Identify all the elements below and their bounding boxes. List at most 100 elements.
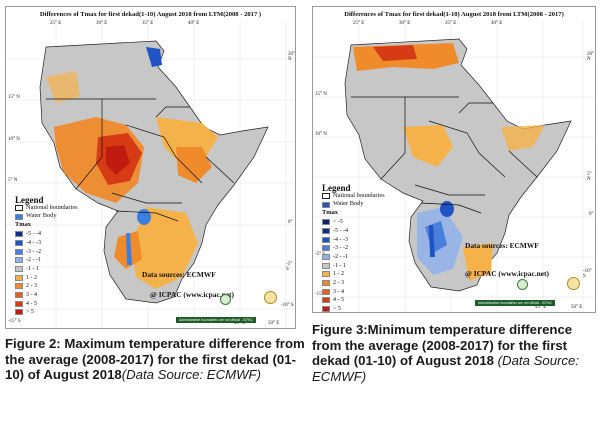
icpac-logo-icon bbox=[567, 277, 580, 290]
lon-label: 30° E bbox=[96, 21, 108, 26]
igad-logo-icon bbox=[517, 279, 528, 290]
legend-water-body: Water Body bbox=[322, 200, 385, 208]
caption-bold: Figure 2: Maximum temperature difference… bbox=[5, 336, 305, 383]
lat-label: 5° N bbox=[8, 178, 18, 183]
lon-label: 35° E bbox=[142, 21, 154, 26]
legend-class: 1 - 2 bbox=[322, 270, 385, 279]
legend-class: -2 - -1 bbox=[322, 253, 385, 262]
legend-swatch bbox=[322, 219, 330, 226]
legend-class-label: 1 - 2 bbox=[333, 271, 344, 278]
icpac-logo-icon bbox=[264, 291, 277, 304]
legend-swatch bbox=[322, 297, 330, 304]
legend-class-label: 3 - 4 bbox=[26, 291, 37, 298]
lon-label: 25° E bbox=[353, 21, 365, 26]
lat-label: 10° N bbox=[315, 132, 327, 137]
figure-2-caption: Figure 2: Maximum temperature difference… bbox=[5, 336, 305, 383]
legend-class-label: 2 - 3 bbox=[26, 283, 37, 290]
legend-class: -5 - -4 bbox=[322, 227, 385, 236]
legend-class: 4 - 5 bbox=[15, 299, 78, 308]
legend-swatch bbox=[15, 283, 23, 290]
data-source-label: Data sources: ECMWF bbox=[465, 241, 539, 250]
disclaimer-banner: Administrative boundaries are not offici… bbox=[176, 317, 257, 323]
legend-class-label: 4 - 5 bbox=[333, 297, 344, 304]
legend-swatch bbox=[322, 253, 330, 260]
legend-class: < -5 bbox=[322, 218, 385, 227]
legend-class-label: 4 - 5 bbox=[26, 300, 37, 307]
legend-swatch bbox=[322, 245, 330, 252]
legend-class: -1 - 1 bbox=[322, 261, 385, 270]
legend-class-label: -5 - -4 bbox=[26, 231, 41, 238]
figure-3-caption: Figure 3:Minimum temperature difference … bbox=[312, 322, 597, 384]
legend-class: -4 - -3 bbox=[322, 235, 385, 244]
anomaly-patch-mozambique bbox=[463, 243, 493, 281]
data-source-label: Data sources: ECMWF bbox=[142, 270, 216, 279]
credit-label: @ ICPAC (www.icpac.net) bbox=[465, 269, 549, 278]
lat-label: 5° N bbox=[587, 172, 592, 182]
lat-label: 15° N bbox=[315, 92, 327, 97]
legend-swatch bbox=[322, 271, 330, 278]
legend-swatch bbox=[322, 288, 330, 295]
water-swatch bbox=[15, 213, 23, 220]
legend-water-body: Water Body bbox=[15, 212, 78, 220]
lon-label: 50° E bbox=[268, 321, 280, 326]
legend-class-label: -1 - 1 bbox=[26, 265, 39, 272]
legend-swatch bbox=[15, 239, 23, 246]
lake-victoria bbox=[137, 209, 151, 225]
anomaly-patch-horn bbox=[501, 125, 545, 151]
legend-tmax-label: Tmax bbox=[15, 220, 31, 228]
lat-label: -15° S bbox=[8, 319, 21, 324]
tmin-difference-map bbox=[313, 21, 595, 312]
legend-swatch bbox=[15, 257, 23, 264]
lake-tanganyika bbox=[126, 233, 132, 265]
anomaly-patch-south-sudan bbox=[403, 125, 453, 167]
lon-label: 45° E bbox=[535, 305, 547, 310]
lat-label: -5° S bbox=[315, 252, 326, 257]
caption-source: (Data Source: ECMWF) bbox=[121, 367, 261, 383]
legend-class: 2 - 3 bbox=[322, 279, 385, 288]
legend-class-label: -3 - -2 bbox=[333, 245, 348, 252]
national-boundaries bbox=[46, 98, 235, 222]
map-panel-tmax: Differences of Tmax for first dekad(1-10… bbox=[5, 6, 296, 329]
legend-swatch bbox=[15, 300, 23, 307]
map-title: Differences of Tmax for first dekad(1-10… bbox=[39, 11, 262, 18]
legend-class: -3 - -2 bbox=[322, 244, 385, 253]
legend-swatch bbox=[322, 279, 330, 286]
lon-label: 50° E bbox=[571, 305, 583, 310]
legend-class: -4 - -3 bbox=[15, 239, 78, 248]
legend-class: -1 - 1 bbox=[15, 265, 78, 274]
lon-label: 40° E bbox=[188, 21, 200, 26]
water-swatch bbox=[322, 201, 330, 208]
legend-class-label: 1 - 2 bbox=[26, 274, 37, 281]
legend-class-label: -2 - -1 bbox=[333, 253, 348, 260]
legend-class-label: -5 - -4 bbox=[333, 227, 348, 234]
legend-class: -5 - -4 bbox=[15, 230, 78, 239]
legend-class-label: > 5 bbox=[333, 306, 341, 313]
tmax-difference-map bbox=[6, 21, 295, 328]
anomaly-patch-north-hot bbox=[373, 45, 417, 61]
legend-swatch bbox=[322, 227, 330, 234]
legend-class-label: < -5 bbox=[333, 219, 343, 226]
legend-boundaries: National boundaries bbox=[15, 204, 78, 212]
legend-class: 2 - 3 bbox=[15, 282, 78, 291]
caption-bold: Figure 3:Minimum temperature difference … bbox=[312, 322, 573, 369]
legend-class-label: -4 - -3 bbox=[26, 239, 41, 246]
lon-label: 25° E bbox=[50, 21, 62, 26]
legend-title: Legend bbox=[15, 195, 44, 205]
lat-label: 20° N bbox=[587, 52, 594, 62]
legend-swatch bbox=[15, 309, 23, 316]
legend-class: 1 - 2 bbox=[15, 273, 78, 282]
caption-source: (Data Source: ECMWF) bbox=[312, 353, 580, 384]
national-boundaries bbox=[351, 96, 538, 214]
legend-class: -3 - -2 bbox=[15, 247, 78, 256]
legend-class: > 5 bbox=[322, 305, 385, 313]
anomaly-patch-cool-north bbox=[146, 47, 162, 67]
legend-swatch bbox=[322, 236, 330, 243]
legend-swatch bbox=[15, 231, 23, 238]
boundary-swatch bbox=[322, 193, 330, 200]
legend-swatch bbox=[15, 265, 23, 272]
legend-class-label: -4 - -3 bbox=[333, 236, 348, 243]
map-legend: Legend National boundaries Water Body Tm… bbox=[322, 183, 385, 313]
lake-victoria bbox=[440, 201, 454, 217]
legend-class: -2 - -1 bbox=[15, 256, 78, 265]
legend-swatch bbox=[15, 291, 23, 298]
